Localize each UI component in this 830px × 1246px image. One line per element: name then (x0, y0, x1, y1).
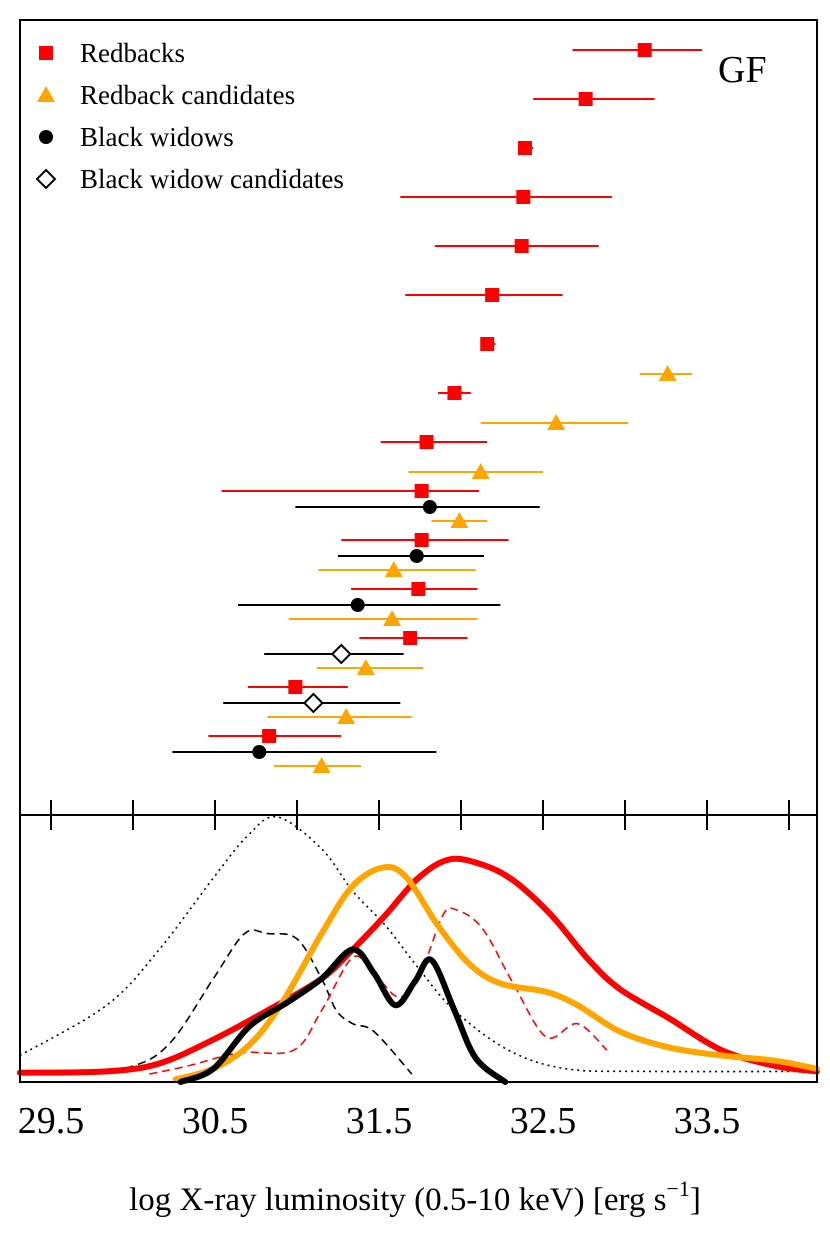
data-point (351, 582, 478, 596)
redback-marker (414, 484, 429, 498)
redback-candidate-marker (658, 365, 677, 381)
black-widow-marker (252, 745, 267, 759)
kde-curve-solid-thick-5 (177, 946, 509, 1085)
legend-marker-triangle (37, 86, 55, 102)
legend-entry: Redback candidates (37, 80, 295, 110)
data-point (274, 757, 361, 773)
data-point (295, 500, 540, 514)
redback-candidate-marker (450, 512, 469, 528)
legend-entry: Black widow candidates (35, 164, 344, 194)
redback-marker (637, 43, 652, 57)
redback-marker (578, 92, 593, 106)
legend-entry: Redbacks (39, 38, 185, 68)
redback-marker (447, 386, 462, 400)
black-widow-marker (350, 598, 365, 612)
x-tick-label: 31.5 (346, 1100, 413, 1142)
data-point (316, 659, 424, 675)
data-point (380, 435, 488, 449)
data-point (480, 337, 496, 351)
data-point (237, 598, 501, 612)
legend-label: Redback candidates (80, 80, 295, 110)
x-axis-label-end: ] (690, 1182, 701, 1218)
data-point (223, 692, 401, 714)
data-point (221, 484, 480, 498)
data-point (517, 141, 534, 155)
legend-marker-square (39, 46, 53, 60)
data-point (533, 92, 655, 106)
black-widow-marker (409, 549, 424, 563)
data-point (341, 533, 509, 547)
data-point (405, 288, 563, 302)
redback-marker (517, 141, 532, 155)
redback-marker (480, 337, 495, 351)
redback-candidate-marker (337, 708, 356, 724)
legend-marker-circle (39, 130, 53, 144)
data-point (639, 365, 693, 381)
data-point (359, 631, 468, 645)
redback-candidate-marker (471, 463, 490, 479)
legend-entry: Black widows (39, 122, 234, 152)
data-point (438, 386, 471, 400)
legend: Redbacks Redback candidates Black widows Bl… (35, 38, 344, 194)
data-point (267, 708, 412, 724)
data-point (288, 610, 478, 626)
x-tick-label: 29.5 (18, 1100, 85, 1142)
redback-marker (262, 729, 277, 743)
redback-marker (485, 288, 500, 302)
black-widow-candidate-marker (302, 692, 324, 714)
black-widow-candidate-marker (330, 643, 352, 665)
legend-marker-diamond-open (35, 168, 57, 190)
data-point (264, 643, 404, 665)
x-axis-label-main: log X-ray luminosity (0.5-10 keV) [erg s (129, 1182, 666, 1218)
kde-curve-dashed-1 (73, 929, 413, 1075)
x-tick-label: 30.5 (182, 1100, 249, 1142)
redback-marker (516, 190, 531, 204)
redback-marker (514, 239, 529, 253)
redback-candidate-marker (383, 610, 402, 626)
black-widow-marker (422, 500, 437, 514)
redback-marker (419, 435, 434, 449)
redback-marker (403, 631, 418, 645)
redback-candidate-marker (312, 757, 331, 773)
data-point (172, 745, 437, 759)
kde-curve-solid-thick-3 (16, 855, 820, 1076)
legend-label: Black widow candidates (80, 164, 344, 194)
data-point (480, 414, 629, 430)
data-point (247, 680, 348, 694)
data-point (318, 561, 476, 577)
data-points (172, 43, 703, 773)
data-point (338, 549, 484, 563)
data-point (434, 239, 599, 253)
redback-candidate-marker (384, 561, 403, 577)
x-axis-label: log X-ray luminosity (0.5-10 keV) [erg s… (129, 1176, 701, 1218)
x-ticks: 29.5 30.5 31.5 32.5 33.5 (18, 800, 790, 1142)
kde-curves (16, 815, 820, 1085)
data-point (400, 190, 612, 204)
panel-annotation: GF (718, 49, 767, 91)
redback-marker (288, 680, 303, 694)
redback-marker (414, 533, 429, 547)
kde-curve-dashed-2 (149, 907, 608, 1075)
x-tick-label: 33.5 (674, 1100, 741, 1142)
data-point (208, 729, 342, 743)
redback-marker (411, 582, 426, 596)
data-point (408, 463, 543, 479)
data-point (431, 512, 488, 528)
redback-candidate-marker (547, 414, 566, 430)
data-point (572, 43, 703, 57)
x-tick-label: 32.5 (510, 1100, 577, 1142)
x-axis-label-exponent: −1 (666, 1176, 689, 1201)
redback-candidate-marker (356, 659, 375, 675)
legend-label: Black widows (80, 122, 234, 152)
bottom-panel-frame (19, 814, 818, 1083)
legend-label: Redbacks (80, 38, 185, 68)
